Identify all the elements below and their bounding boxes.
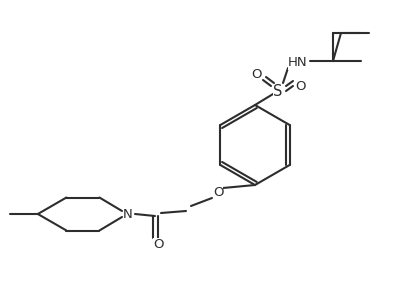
Text: O: O xyxy=(213,187,223,200)
Text: N: N xyxy=(123,207,133,221)
Text: O: O xyxy=(251,69,261,81)
Text: S: S xyxy=(273,84,283,98)
Text: O: O xyxy=(153,238,163,251)
Text: HN: HN xyxy=(288,57,308,69)
Text: O: O xyxy=(295,79,305,93)
